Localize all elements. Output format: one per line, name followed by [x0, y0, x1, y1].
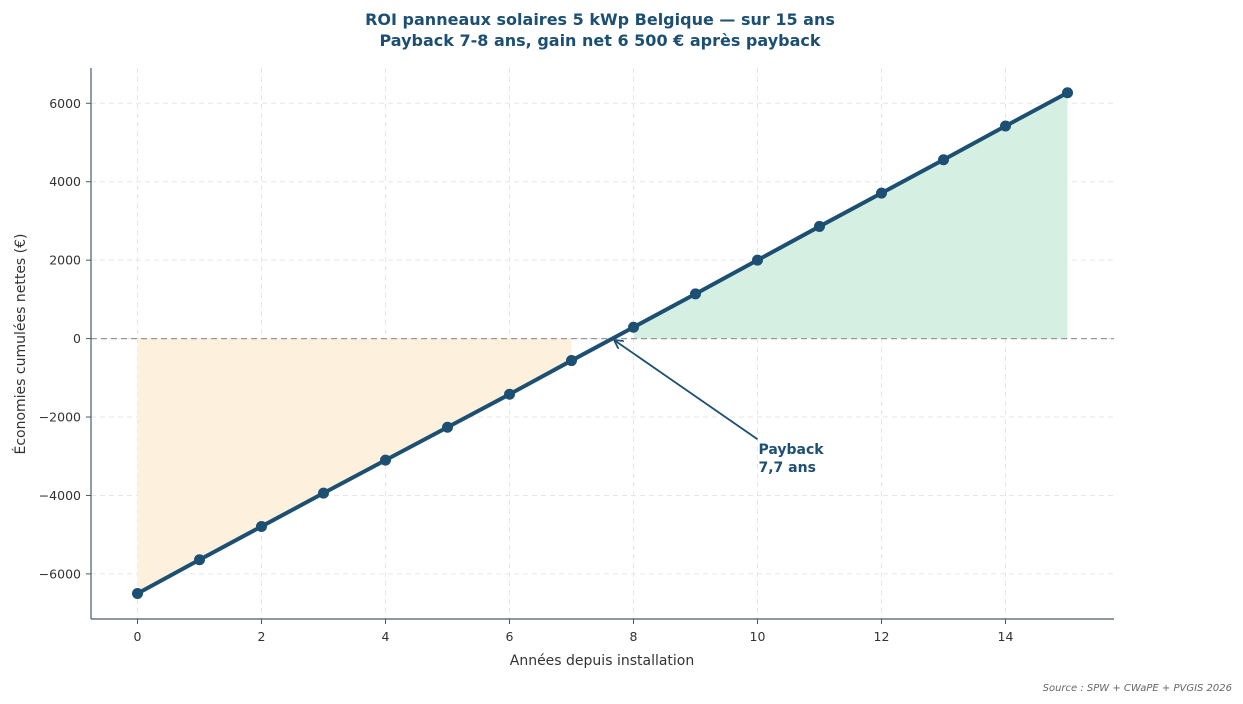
- series-line: [135, 90, 1070, 596]
- area-fills: [137, 92, 1068, 594]
- x-tick-label-5: 10: [750, 629, 766, 644]
- data-point-12: [876, 187, 887, 199]
- chart-title-line1: ROI panneaux solaires 5 kWp Belgique — s…: [365, 10, 835, 29]
- y-tick-label-1: −4000: [39, 488, 81, 503]
- payback-annotation-line1: Payback: [759, 442, 825, 458]
- data-point-4: [380, 454, 391, 466]
- y-tick-label-2: −2000: [39, 410, 81, 425]
- payback-annotation-line2: 7,7 ans: [759, 460, 816, 476]
- y-ticks: −6000 −4000 −2000 0 2000 4000 6000: [39, 96, 91, 581]
- y-tick-label-5: 4000: [49, 174, 81, 189]
- payback-arrow: [615, 341, 759, 440]
- x-ticks: 0 2 4 6 8 10 12 14: [134, 619, 1014, 644]
- data-point-7: [566, 355, 577, 367]
- x-tick-label-0: 0: [134, 629, 142, 644]
- data-point-0: [132, 588, 143, 600]
- data-point-8: [628, 321, 639, 333]
- data-point-13: [938, 154, 949, 166]
- y-tick-label-6: 6000: [49, 96, 81, 111]
- data-point-10: [752, 254, 763, 266]
- x-tick-label-6: 12: [874, 629, 890, 644]
- data-point-11: [814, 220, 825, 232]
- data-point-3: [318, 487, 329, 499]
- x-tick-label-3: 6: [506, 629, 514, 644]
- data-point-14: [1000, 120, 1011, 132]
- data-point-6: [504, 388, 515, 400]
- source-note: Source : SPW + CWaPE + PVGIS 2026: [1043, 683, 1232, 694]
- x-tick-label-1: 2: [258, 629, 266, 644]
- data-point-5: [442, 421, 453, 433]
- y-axis-label: Économies cumulées nettes (€): [12, 233, 29, 454]
- x-tick-label-4: 8: [630, 629, 638, 644]
- positive-area-fill: [633, 92, 1068, 339]
- data-point-2: [256, 520, 267, 532]
- y-tick-label-0: −6000: [39, 566, 81, 581]
- x-axis-label: Années depuis installation: [510, 653, 695, 669]
- y-tick-label-3: 0: [73, 331, 81, 346]
- y-tick-label-4: 2000: [49, 253, 81, 268]
- x-tick-label-2: 4: [382, 629, 390, 644]
- negative-area-fill: [137, 338, 572, 594]
- data-point-1: [194, 554, 205, 566]
- data-point-15: [1062, 87, 1073, 99]
- x-tick-label-7: 14: [998, 629, 1014, 644]
- data-points: [132, 87, 1073, 600]
- data-point-9: [690, 288, 701, 300]
- chart-title-line2: Payback 7-8 ans, gain net 6 500 € après …: [380, 31, 821, 50]
